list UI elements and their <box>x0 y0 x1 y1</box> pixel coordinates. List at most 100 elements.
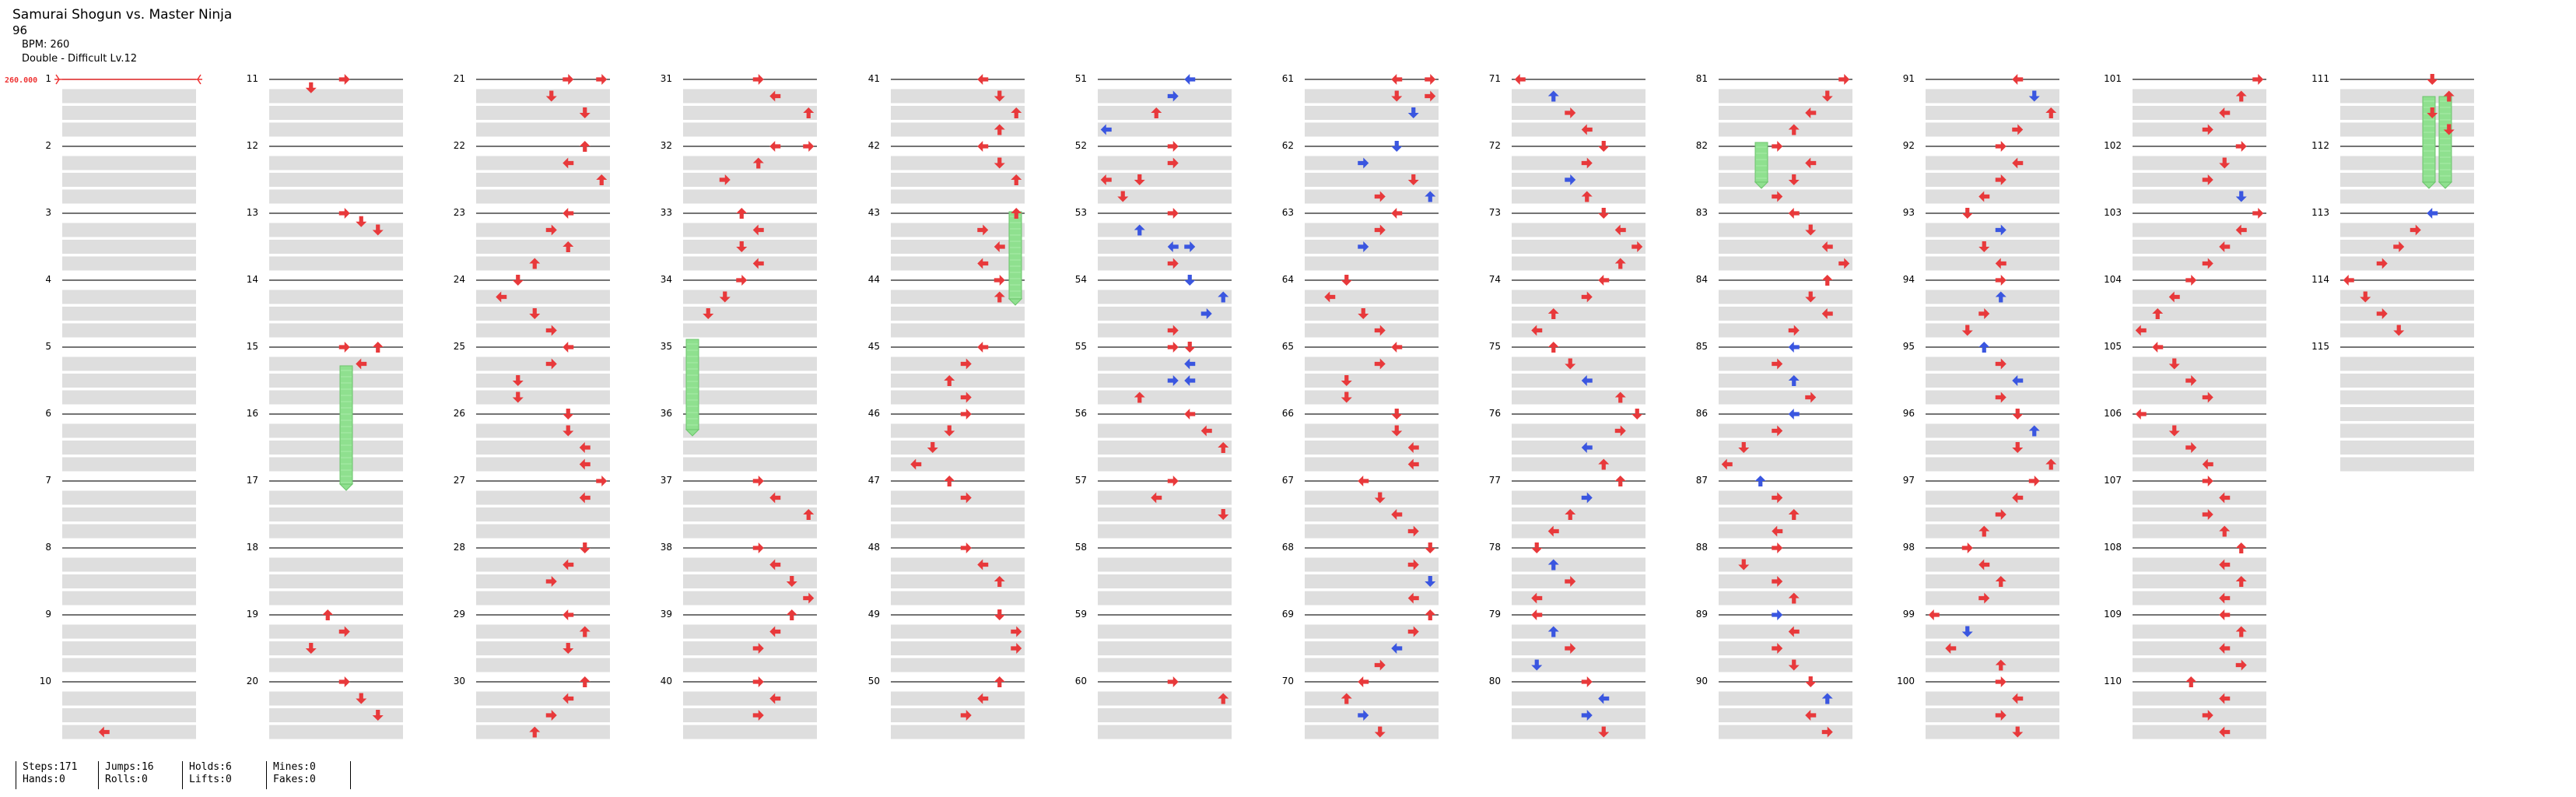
beat-row <box>1719 323 1852 338</box>
beat-row <box>1926 189 2059 204</box>
beat-row <box>2340 323 2474 338</box>
step-arrow <box>2427 208 2438 219</box>
beat-row <box>476 240 610 254</box>
measure-label: 109 <box>2104 609 2122 620</box>
beat-row <box>2133 240 2266 254</box>
beat-row <box>891 725 1025 739</box>
beat-row <box>891 574 1025 588</box>
beat-row <box>891 441 1025 455</box>
step-arrow <box>579 676 591 687</box>
beat-row <box>1305 156 1439 170</box>
measure-label: 96 <box>1903 408 1915 419</box>
step-arrow <box>322 609 334 620</box>
beat-row <box>1098 240 1232 254</box>
step-notes <box>98 74 2455 738</box>
beat-row <box>1512 390 1645 405</box>
beat-row <box>1926 240 2059 254</box>
beat-row <box>683 557 817 572</box>
measure-label: 60 <box>1075 676 1087 686</box>
beat-row <box>1305 457 1439 472</box>
beat-row <box>2133 490 2266 505</box>
beat-row <box>1926 307 2059 321</box>
stat-group-mines: Mines:0 Fakes:0 <box>266 761 316 789</box>
beat-row <box>269 708 403 722</box>
beat-row <box>2133 390 2266 405</box>
beat-row <box>1719 240 1852 254</box>
beat-row <box>1305 223 1439 237</box>
beat-row <box>476 106 610 120</box>
beat-row <box>1926 156 2059 170</box>
beat-row <box>62 189 196 204</box>
beat-row <box>1305 122 1439 137</box>
beat-row <box>1098 490 1232 505</box>
beat-row <box>2133 106 2266 120</box>
beat-row <box>1305 106 1439 120</box>
measure-label: 49 <box>868 609 880 620</box>
beat-row <box>891 457 1025 472</box>
beat-row <box>891 390 1025 405</box>
measure-label: 100 <box>1897 676 1915 686</box>
beat-row <box>1719 524 1852 539</box>
measure-grid <box>62 79 2474 739</box>
beat-row <box>1719 641 1852 655</box>
beat-row <box>1719 256 1852 271</box>
step-arrow <box>994 676 1005 687</box>
measure-label: 113 <box>2311 207 2329 218</box>
beat-row <box>1305 725 1439 739</box>
beat-row <box>1305 490 1439 505</box>
measure-label: 32 <box>661 140 672 151</box>
measure-label: 19 <box>247 609 258 620</box>
beat-row <box>1098 557 1232 572</box>
step-arrow <box>1514 74 1526 85</box>
step-arrow <box>1391 208 1403 219</box>
beat-row <box>2340 223 2474 237</box>
step-arrow <box>1928 609 1940 620</box>
beat-row <box>2133 574 2266 588</box>
beat-row <box>269 557 403 572</box>
beat-row <box>1098 441 1232 455</box>
beat-row <box>891 156 1025 170</box>
bpm-change-marker: 260.000 <box>5 74 202 85</box>
beat-row <box>1512 290 1645 304</box>
beat-row <box>2133 507 2266 521</box>
measure-label: 82 <box>1696 140 1708 151</box>
beat-row <box>1305 658 1439 672</box>
beat-row <box>476 725 610 739</box>
step-arrow <box>1772 141 1783 152</box>
beat-row <box>2133 624 2266 639</box>
beat-row <box>2340 356 2474 371</box>
beat-row <box>476 624 610 639</box>
step-arrow <box>1805 676 1817 687</box>
step-arrow <box>2185 275 2197 286</box>
beat-row <box>269 507 403 521</box>
bpm-change-label: 260.000 <box>5 76 37 85</box>
beat-row <box>62 423 196 438</box>
beat-row <box>683 390 817 405</box>
beat-row <box>891 307 1025 321</box>
meter-value: 96 <box>12 23 28 37</box>
beat-row <box>476 591 610 606</box>
beat-row <box>1512 256 1645 271</box>
beat-row <box>1719 390 1852 405</box>
step-arrow <box>1598 275 1610 286</box>
measure-label: 8 <box>45 542 51 553</box>
beat-row <box>476 691 610 706</box>
beat-row <box>1926 457 2059 472</box>
beat-row <box>683 507 817 521</box>
beat-row <box>891 691 1025 706</box>
beat-row <box>1926 122 2059 137</box>
beat-row <box>62 89 196 104</box>
step-arrow <box>736 208 748 219</box>
beat-row <box>1512 89 1645 104</box>
beat-row <box>1926 624 2059 639</box>
beat-row <box>62 725 196 739</box>
beat-row <box>2340 307 2474 321</box>
measure-label: 38 <box>661 542 672 553</box>
beat-row <box>476 423 610 438</box>
beat-row <box>1719 122 1852 137</box>
measure-label: 51 <box>1075 73 1087 84</box>
step-arrow <box>1631 409 1643 420</box>
measure-label: 18 <box>247 542 258 553</box>
step-arrow <box>1184 409 1196 420</box>
measure-label: 114 <box>2311 274 2329 285</box>
